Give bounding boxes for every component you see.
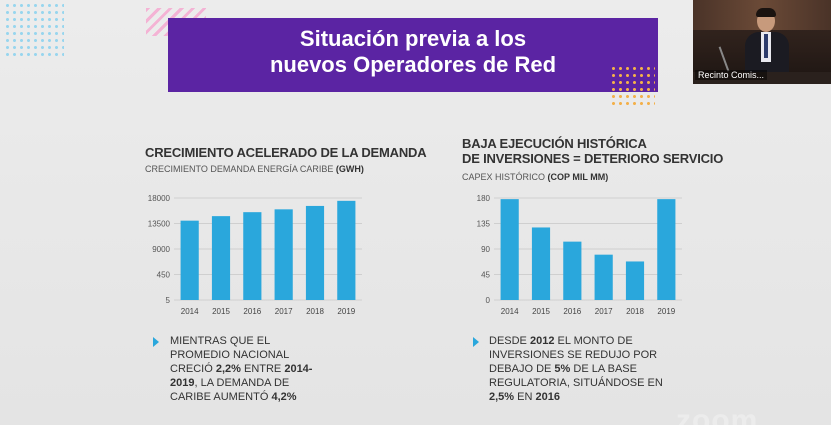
- bar-2018: [625, 261, 645, 300]
- title-banner: [168, 18, 658, 92]
- right-chart-heading: BAJA EJECUCIÓN HISTÓRICA DE INVERSIONES …: [462, 136, 723, 166]
- desk: [693, 72, 831, 84]
- right-note-text-1: DESDE: [489, 335, 530, 347]
- bar-2016: [563, 241, 582, 300]
- left-chart-subtitle-text: CRECIMIENTO DEMANDA ENERGÍA CARIBE: [145, 164, 334, 174]
- speaker-hair: [756, 8, 776, 17]
- bar-2018: [305, 205, 325, 300]
- bar-2014: [180, 220, 199, 300]
- x-tick-label: 2018: [306, 307, 324, 316]
- right-note-text-2: EL MONTO DE INVERSIONES SE REDUJO POR DE…: [489, 335, 658, 375]
- right-chart-heading-line-2: DE INVERSIONES = DETERIORO SERVICIO: [462, 151, 724, 166]
- zoom-watermark: zoom: [676, 404, 759, 425]
- capex-bar-chart: 0 45 90 135 180 2014 2015 2016 2017 2018 2019: [477, 194, 682, 316]
- right-note-arrow-icon: [473, 337, 479, 347]
- right-chart-subtitle-unit: (COP MIL MM): [547, 172, 609, 182]
- left-chart-subtitle: CRECIMIENTO DEMANDA ENERGÍA CARIBE (GWH): [145, 164, 364, 174]
- right-note-bold-1: 2012: [529, 335, 555, 347]
- x-tick-label: 2017: [595, 307, 613, 316]
- left-note-text-3: , LA DEMANDA DE CARIBE AUMENTÓ: [170, 377, 290, 403]
- right-chart-heading-line-1: BAJA EJECUCIÓN HISTÓRICA: [462, 136, 647, 151]
- y-tick-label: 9000: [152, 245, 170, 254]
- bar-2017: [274, 209, 293, 300]
- x-tick-label: 2016: [243, 307, 261, 316]
- y-tick-label: 5: [166, 296, 171, 305]
- bar-2015: [531, 227, 551, 300]
- y-tick-label: 0: [486, 296, 491, 305]
- left-note-text-2: ENTRE: [240, 363, 285, 375]
- speaker-tie: [764, 34, 768, 58]
- participant-name-label: Recinto Comis...: [695, 70, 768, 80]
- y-tick-label: 135: [477, 220, 491, 229]
- right-note: DESDE 2012 EL MONTO DE INVERSIONES SE RE…: [489, 334, 679, 404]
- right-note-bold-3: 2,5%: [489, 391, 515, 403]
- x-tick-label: 2019: [337, 307, 355, 316]
- right-note-bold-4: 2016: [535, 391, 560, 403]
- x-tick-label: 2019: [657, 307, 675, 316]
- right-note-bold-2: 5%: [554, 363, 571, 375]
- slide-title-line-1: Situación previa a los: [299, 26, 527, 51]
- decorative-dots-banner: [610, 65, 655, 107]
- x-tick-label: 2014: [181, 307, 199, 316]
- left-note-bold-1: 2,2%: [215, 363, 241, 375]
- left-note: MIENTRAS QUE EL PROMEDIO NACIONAL CRECIÓ…: [170, 334, 325, 404]
- left-chart-heading: CRECIMIENTO ACELERADO DE LA DEMANDA: [145, 145, 427, 160]
- bar-2014: [500, 199, 519, 300]
- right-note-text-3: DE LA BASE REGULATORIA, SITUÁNDOSE EN: [489, 363, 663, 389]
- microphone-icon: [718, 46, 730, 72]
- right-chart-subtitle: CAPEX HISTÓRICO (COP MIL MM): [462, 172, 608, 182]
- x-tick-label: 2015: [532, 307, 550, 316]
- left-note-arrow-icon: [153, 337, 159, 347]
- right-chart-subtitle-text: CAPEX HISTÓRICO: [462, 172, 546, 182]
- y-tick-label: 18000: [148, 194, 171, 203]
- participant-video-tile[interactable]: Recinto Comis...: [693, 0, 831, 84]
- bar-2015: [211, 216, 231, 300]
- x-tick-label: 2015: [212, 307, 230, 316]
- x-tick-label: 2016: [563, 307, 581, 316]
- slide-title: Situación previa a los nuevos Operadores…: [168, 26, 658, 78]
- bar-2016: [243, 212, 262, 300]
- y-tick-label: 45: [481, 271, 490, 280]
- left-note-bold-2: 2014-2019: [170, 363, 313, 389]
- bar-2019: [657, 199, 676, 300]
- x-tick-label: 2017: [275, 307, 293, 316]
- left-note-text-1: MIENTRAS QUE EL PROMEDIO NACIONAL CRECIÓ: [170, 335, 289, 375]
- left-note-bold-3: 4,2%: [271, 391, 297, 403]
- y-tick-label: 180: [477, 194, 491, 203]
- right-note-text-4: EN: [514, 391, 536, 403]
- y-tick-label: 13500: [148, 220, 171, 229]
- slide-title-line-2: nuevos Operadores de Red: [269, 52, 557, 77]
- bar-2017: [594, 254, 613, 300]
- bar-2019: [337, 200, 356, 300]
- x-tick-label: 2018: [626, 307, 644, 316]
- y-tick-label: 450: [157, 271, 171, 280]
- demand-bar-chart: 5 450 9000 13500 18000 2014 2015 2016 2017 2018 20…: [148, 194, 362, 316]
- decorative-dots-top-left: [4, 2, 64, 57]
- left-chart-subtitle-unit: (GWH): [335, 164, 364, 174]
- y-tick-label: 90: [481, 245, 490, 254]
- x-tick-label: 2014: [501, 307, 519, 316]
